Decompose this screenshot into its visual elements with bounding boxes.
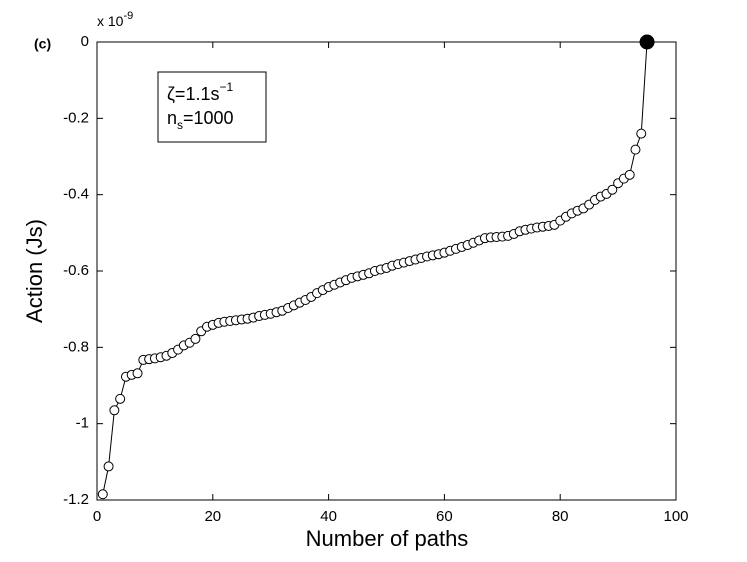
axis-multiplier: x 10-9 <box>97 10 133 29</box>
y-tick-label: -0.8 <box>63 338 89 355</box>
y-tick-label: -1 <box>76 415 89 432</box>
x-tick-label: 80 <box>552 508 569 525</box>
marker <box>115 393 126 404</box>
marker <box>103 461 114 472</box>
x-tick-label: 20 <box>204 508 221 525</box>
x-tick-label: 40 <box>320 508 337 525</box>
y-tick-label: -0.2 <box>63 109 89 126</box>
n-subscript: s <box>177 118 183 132</box>
marker <box>190 333 201 344</box>
marker <box>636 128 647 139</box>
n-text: n <box>167 108 177 128</box>
marker <box>630 144 641 155</box>
y-tick-label: -0.6 <box>63 262 89 279</box>
multiplier-base: x 10 <box>97 13 124 29</box>
marker <box>132 368 143 379</box>
zeta-text: ζ=1.1s <box>167 84 219 104</box>
x-tick-label: 60 <box>436 508 453 525</box>
x-tick-label: 100 <box>663 508 688 525</box>
x-axis-label: Number of paths <box>306 526 469 551</box>
zeta-exponent: −1 <box>219 80 233 94</box>
multiplier-exponent: -9 <box>123 10 133 22</box>
marker <box>607 184 618 195</box>
highlight-marker <box>639 34 655 50</box>
n-value: =1000 <box>183 108 234 128</box>
y-tick-label: -0.4 <box>63 186 89 203</box>
panel-label: (c) <box>34 36 51 52</box>
annotation-box <box>157 71 267 143</box>
y-tick-label: -1.2 <box>63 491 89 508</box>
y-axis-label: Action (Js) <box>22 219 47 323</box>
marker <box>624 169 635 180</box>
x-tick-label: 0 <box>93 508 101 525</box>
annotation-zeta: ζ=1.1s−1 <box>167 80 233 104</box>
y-tick-label: 0 <box>81 33 89 50</box>
marker <box>109 405 120 416</box>
marker <box>97 489 108 500</box>
annotation-n: ns=1000 <box>167 108 234 132</box>
